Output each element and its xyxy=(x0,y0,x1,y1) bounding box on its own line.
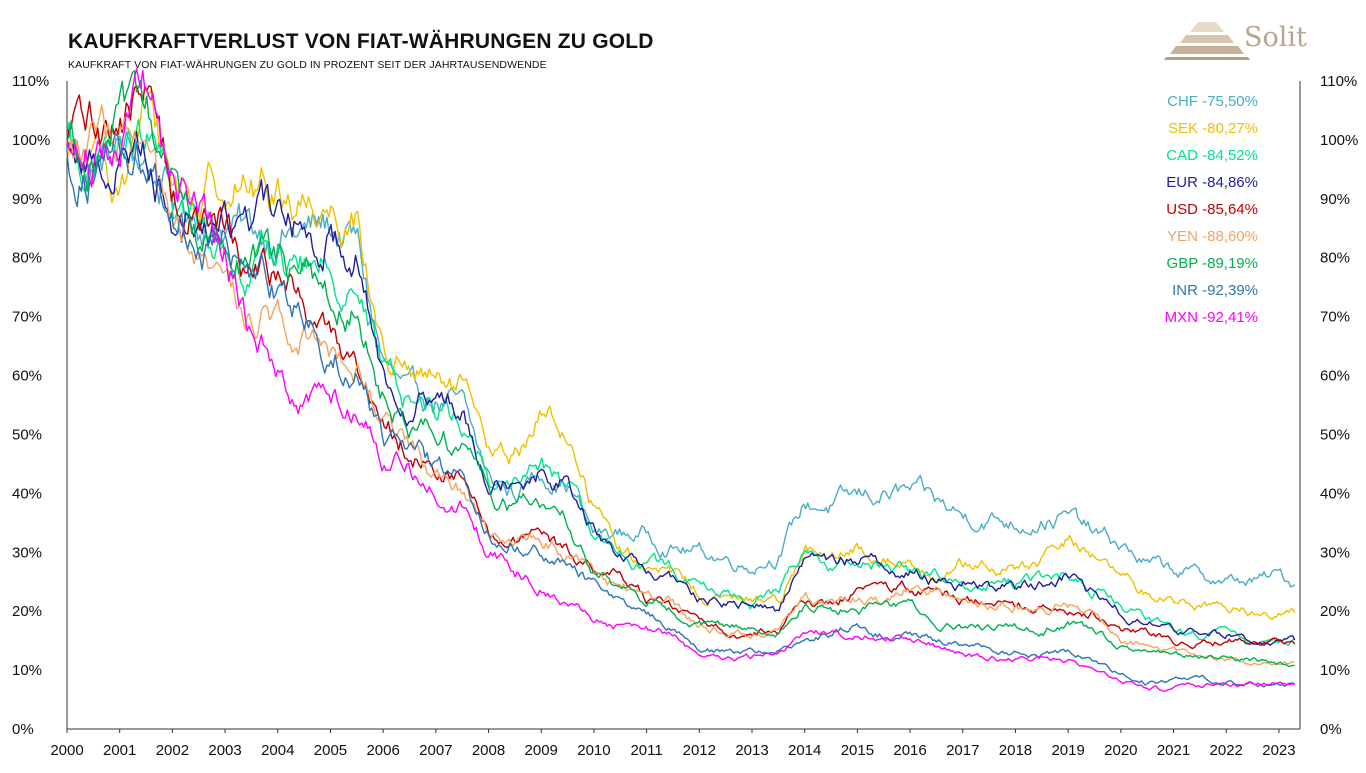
legend-entry-sek: SEK -80,27% xyxy=(1168,120,1258,137)
x-tick-label: 2013 xyxy=(735,742,768,759)
series-line-usd xyxy=(66,84,1296,650)
series-line-inr xyxy=(66,132,1296,688)
x-tick-label: 2005 xyxy=(314,742,347,759)
x-tick-label: 2017 xyxy=(946,742,979,759)
y-tick-label-right: 10% xyxy=(1320,662,1350,679)
x-tick-label: 2019 xyxy=(1051,742,1084,759)
legend-entry-yen: YEN -88,60% xyxy=(1167,228,1258,245)
series-line-sek xyxy=(66,89,1296,621)
y-tick-label-right: 100% xyxy=(1320,132,1358,149)
legend-entry-inr: INR -92,39% xyxy=(1172,282,1258,299)
series-line-yen xyxy=(66,104,1295,666)
x-tick-label: 2018 xyxy=(999,742,1032,759)
x-tick-label: 2015 xyxy=(841,742,874,759)
chart-subtitle: KAUFKRAFT VON FIAT-WÄHRUNGEN ZU GOLD IN … xyxy=(68,59,547,71)
y-tick-label-right: 110% xyxy=(1320,73,1357,90)
series-line-eur xyxy=(66,130,1296,646)
legend-entry-gbp: GBP -89,19% xyxy=(1167,255,1258,272)
y-tick-label-left: 30% xyxy=(12,544,42,561)
y-tick-label-left: 80% xyxy=(12,250,42,267)
legend-entry-usd: USD -85,64% xyxy=(1166,201,1258,218)
x-tick-label: 2002 xyxy=(156,742,189,759)
y-tick-label-left: 40% xyxy=(12,485,42,502)
x-tick-label: 2020 xyxy=(1104,742,1137,759)
y-tick-label-right: 30% xyxy=(1320,544,1350,561)
x-tick-label: 2011 xyxy=(630,742,662,759)
x-tick-label: 2023 xyxy=(1262,742,1295,759)
legend-entry-mxn: MXN -92,41% xyxy=(1165,309,1258,326)
y-tick-label-right: 70% xyxy=(1320,309,1350,326)
x-tick-label: 2012 xyxy=(683,742,716,759)
x-tick-label: 2003 xyxy=(208,742,241,759)
y-tick-label-right: 40% xyxy=(1320,485,1350,502)
y-tick-label-right: 90% xyxy=(1320,191,1350,208)
y-tick-label-left: 90% xyxy=(12,191,42,208)
legend-entry-cad: CAD -84,52% xyxy=(1166,147,1258,164)
x-tick-label: 2006 xyxy=(366,742,399,759)
x-tick-label: 2000 xyxy=(50,742,83,759)
x-tick-label: 2021 xyxy=(1157,742,1190,759)
x-tick-label: 2009 xyxy=(525,742,558,759)
y-tick-label-left: 60% xyxy=(12,368,42,385)
brand-logo-icon xyxy=(1164,22,1250,60)
x-tick-label: 2022 xyxy=(1210,742,1243,759)
x-tick-label: 2010 xyxy=(577,742,610,759)
chart-title: KAUFKRAFTVERLUST VON FIAT-WÄHRUNGEN ZU G… xyxy=(68,30,654,53)
chart-legend: CHF -75,50% SEK -80,27% CAD -84,52% EUR -84… xyxy=(1165,93,1258,326)
y-tick-label-right: 0% xyxy=(1320,721,1342,738)
series-line-chf xyxy=(66,131,1296,588)
y-tick-label-left: 50% xyxy=(12,426,42,443)
series-line-gbp xyxy=(66,70,1295,668)
y-tick-label-left: 10% xyxy=(12,662,42,679)
x-tick-label: 2016 xyxy=(893,742,926,759)
series-line-mxn xyxy=(66,67,1295,692)
legend-entry-eur: EUR -84,86% xyxy=(1166,174,1258,191)
y-tick-label-right: 20% xyxy=(1320,603,1350,620)
y-tick-label-right: 60% xyxy=(1320,368,1350,385)
y-tick-label-left: 20% xyxy=(12,603,42,620)
x-tick-label: 2008 xyxy=(472,742,505,759)
y-tick-label-right: 50% xyxy=(1320,426,1350,443)
chart-series-lines xyxy=(66,67,1296,692)
y-tick-label-left: 70% xyxy=(12,309,42,326)
y-tick-label-left: 110% xyxy=(12,73,49,90)
x-tick-label: 2014 xyxy=(788,742,821,759)
x-tick-label: 2001 xyxy=(103,742,136,759)
y-tick-label-left: 0% xyxy=(12,721,34,738)
y-tick-label-right: 80% xyxy=(1320,250,1350,267)
x-tick-label: 2007 xyxy=(419,742,452,759)
x-tick-label: 2004 xyxy=(261,742,294,759)
chart-axes: 0% 0% 10% 10% 20% 20% 30% 30% 40% 40% 50% 50% 60% 60%… xyxy=(12,73,1358,759)
y-tick-label-left: 100% xyxy=(12,132,50,149)
legend-entry-chf: CHF -75,50% xyxy=(1167,93,1258,110)
brand-name: Solit xyxy=(1244,22,1307,53)
